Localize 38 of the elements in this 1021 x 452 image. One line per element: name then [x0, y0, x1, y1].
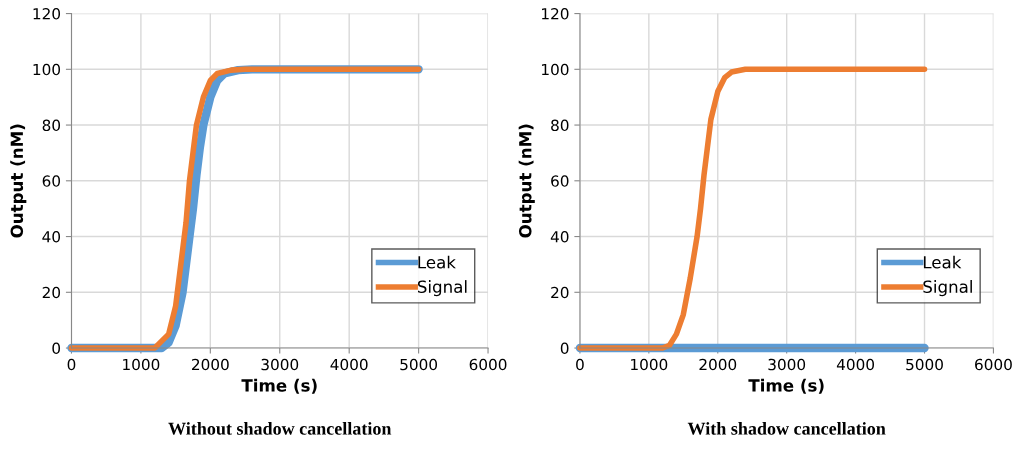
text: Without shadow cancellation [168, 422, 392, 435]
legend-label: Leak [923, 255, 962, 269]
x-tick-label: 4000 [836, 358, 875, 371]
x-tick-label: 6000 [975, 358, 1012, 371]
x-tick-label: 0 [67, 358, 76, 371]
x-axis-title: Time (s) [241, 378, 317, 394]
x-tick-label: 3000 [768, 358, 806, 371]
y-tick-label: 0 [52, 342, 61, 355]
y-axis-title: Output (nM) [10, 124, 27, 238]
x-tick-label: 0 [576, 358, 584, 371]
x-tick-label: 1000 [631, 358, 668, 371]
x-tick-label: 1000 [123, 358, 160, 371]
y-tick-label: 20 [42, 286, 61, 299]
y-tick-label: 60 [42, 175, 61, 187]
y-tick-label: 20 [551, 286, 569, 299]
y-tick-label: 80 [42, 119, 61, 132]
x-tick-label: 2000 [192, 358, 229, 371]
y-tick-label: 120 [542, 8, 569, 20]
y-tick-label: 120 [33, 8, 61, 20]
x-tick-label: 4000 [330, 358, 368, 371]
x-tick-label: 3000 [261, 358, 299, 371]
x-tick-label: 5000 [400, 358, 438, 371]
y-tick-label: 100 [542, 63, 569, 76]
y-tick-label: 60 [551, 175, 569, 187]
legend-label: Signal [417, 280, 467, 297]
x-tick-label: 5000 [906, 358, 943, 371]
legend-label: Leak [418, 255, 456, 269]
y-axis-title: Output (nM) [518, 124, 535, 238]
x-tick-label: 6000 [469, 358, 507, 371]
y-tick-label: 100 [33, 63, 61, 76]
y-tick-label: 80 [551, 119, 569, 132]
text: With shadow cancellation [687, 422, 886, 435]
y-tick-label: 40 [550, 231, 569, 243]
y-tick-label: 40 [42, 231, 61, 243]
legend-label: Signal [923, 280, 972, 297]
x-tick-label: 2000 [699, 358, 737, 371]
y-tick-label: 0 [560, 342, 569, 355]
x-axis-title: Time (s) [748, 378, 824, 394]
